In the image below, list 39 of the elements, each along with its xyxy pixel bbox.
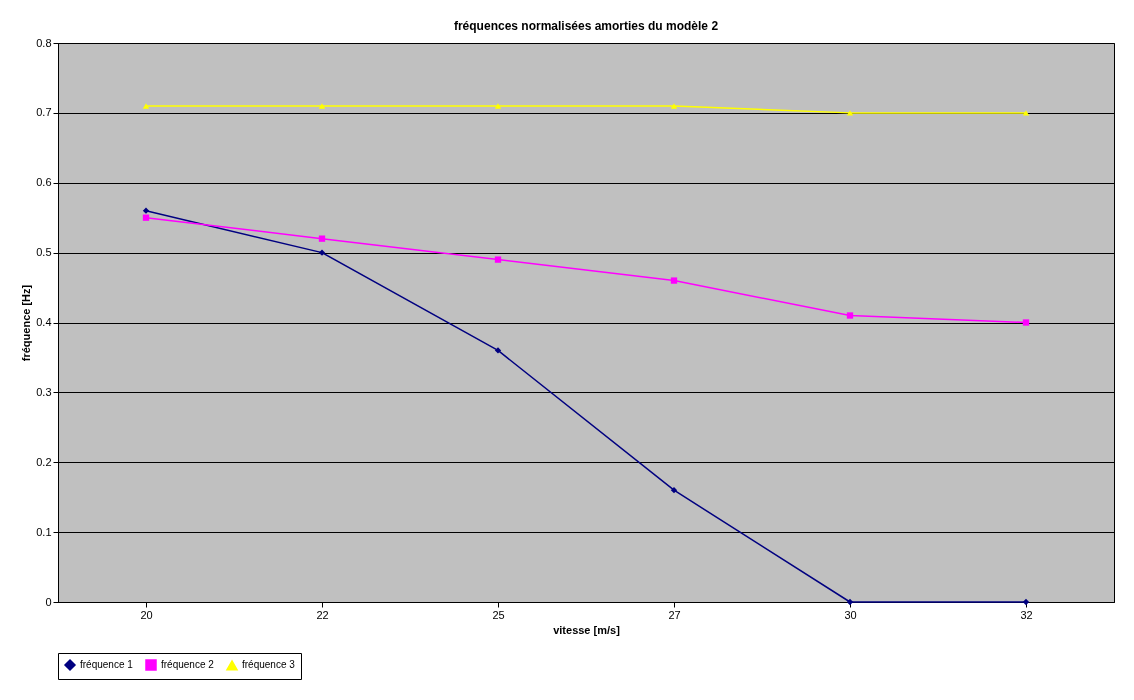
y-tick-label: 0.1	[36, 525, 52, 538]
y-tick-label: 0.2	[36, 455, 52, 468]
point	[318, 249, 326, 256]
point	[494, 103, 502, 109]
x-tick-label: 30	[844, 608, 857, 621]
y-tick-label: 0	[45, 595, 52, 608]
y-tick-label: 0.8	[36, 36, 52, 49]
x-axis-title: vitesse [m/s]	[553, 623, 621, 636]
legend-label: fréquence 3	[242, 659, 296, 671]
y-tick-label: 0.5	[36, 246, 52, 259]
point	[494, 347, 502, 354]
legend-label: fréquence 1	[80, 659, 134, 670]
x-tick-label: 27	[668, 608, 681, 621]
chart-title: fréquences normalisées amorties du modèle 2	[453, 19, 719, 33]
y-tick-label: 0.3	[36, 385, 52, 398]
y-axis-title: fréquence [Hz]	[20, 284, 33, 362]
x-tick-label: 32	[1020, 608, 1033, 621]
point	[1022, 110, 1030, 116]
x-tick-label: 20	[140, 608, 153, 621]
point	[142, 103, 150, 109]
point	[670, 103, 678, 109]
point	[846, 312, 854, 319]
y-tick-label: 0.4	[36, 316, 52, 328]
y-tick-label: 0.6	[36, 176, 52, 189]
point	[846, 598, 854, 606]
point	[142, 207, 150, 214]
point	[318, 103, 326, 109]
legend-label: fréquence 2	[161, 659, 215, 670]
point	[670, 277, 678, 284]
y-tick-label: 0.7	[36, 106, 52, 119]
point	[142, 214, 150, 221]
point	[1022, 319, 1030, 326]
x-tick-label: 25	[492, 608, 505, 621]
point	[1022, 598, 1030, 606]
point	[670, 487, 678, 494]
x-tick-label: 22	[316, 608, 329, 621]
point	[494, 256, 502, 263]
point	[846, 110, 854, 116]
point	[318, 235, 326, 242]
